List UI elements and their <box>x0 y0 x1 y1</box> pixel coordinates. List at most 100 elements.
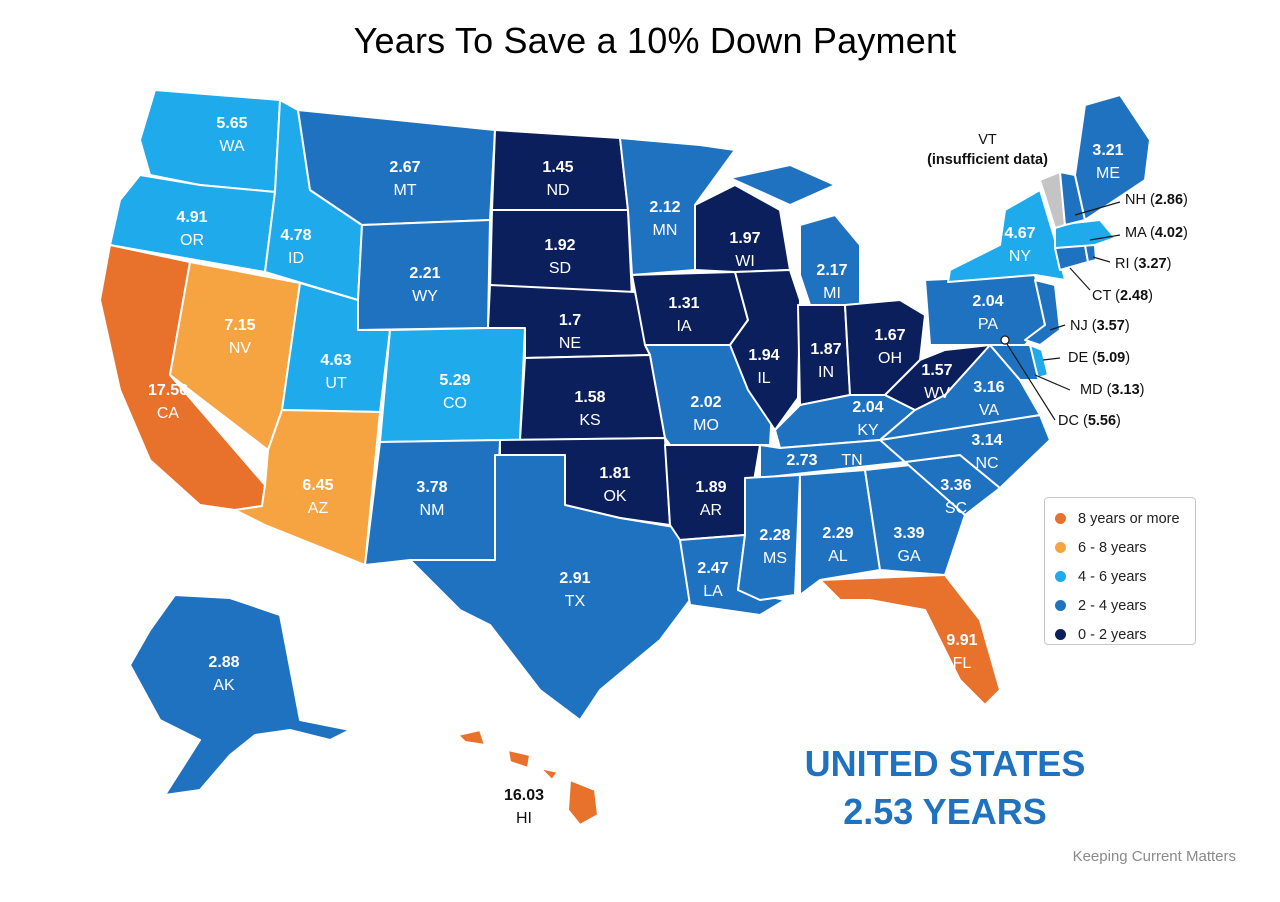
dc-code: DC <box>1058 413 1079 429</box>
state-code-ky: KY <box>857 422 879 439</box>
state-code-tx: TX <box>565 593 586 610</box>
state-code-pa: PA <box>978 316 998 333</box>
summary-line-2: 2.53 YEARS <box>843 791 1047 832</box>
state-value-ga: 3.39 <box>893 525 924 542</box>
state-value-wa: 5.65 <box>216 115 247 132</box>
legend-item: 0 - 2 years <box>1055 620 1195 649</box>
dc-value: 5.56 <box>1087 413 1117 429</box>
legend-swatch <box>1055 542 1066 553</box>
legend-swatch <box>1055 513 1066 524</box>
state-code-ok: OK <box>603 488 626 505</box>
state-value-ok: 1.81 <box>599 465 630 482</box>
state-code-ak: AK <box>213 677 235 694</box>
state-code-va: VA <box>979 402 999 419</box>
state-value-al: 2.29 <box>822 525 853 542</box>
legend-item: 4 - 6 years <box>1055 562 1195 591</box>
state-code-ut: UT <box>325 375 347 392</box>
state-value-va: 3.16 <box>973 379 1004 396</box>
nh-value: 2.86 <box>1154 192 1184 208</box>
state-tx <box>409 454 691 721</box>
ri-callout: RI (3.27) <box>1115 256 1172 272</box>
state-value-ks: 1.58 <box>574 389 605 406</box>
state-value-ar: 1.89 <box>695 479 726 496</box>
state-code-ny: NY <box>1009 248 1032 265</box>
dc-callout: DC (5.56) <box>1058 413 1121 429</box>
state-value-nc: 3.14 <box>971 432 1002 449</box>
state-code-la: LA <box>703 583 723 600</box>
legend-label: 0 - 2 years <box>1078 626 1147 643</box>
state-value-sd: 1.92 <box>544 237 575 254</box>
state-code-co: CO <box>443 395 467 412</box>
legend-label: 6 - 8 years <box>1078 539 1147 556</box>
state-code-wy: WY <box>412 288 438 305</box>
state-code-hi: HI <box>516 810 532 827</box>
state-mi-upper <box>729 164 836 206</box>
state-az <box>234 409 381 566</box>
nj-value: 3.57 <box>1096 318 1125 334</box>
state-value-or: 4.91 <box>176 209 207 226</box>
legend-item: 8 years or more <box>1055 504 1195 533</box>
state-value-il: 1.94 <box>748 347 779 364</box>
state-value-ky: 2.04 <box>852 399 883 416</box>
state-value-mn: 2.12 <box>649 199 680 216</box>
state-value-wv: 1.57 <box>921 362 952 379</box>
state-al <box>799 469 881 596</box>
state-code-wa: WA <box>219 138 245 155</box>
legend-item: 6 - 8 years <box>1055 533 1195 562</box>
state-code-nm: NM <box>420 502 445 519</box>
state-code-nv: NV <box>229 340 252 357</box>
state-value-ne: 1.7 <box>559 312 581 329</box>
state-code-mn: MN <box>653 222 678 239</box>
state-code-mo: MO <box>693 417 719 434</box>
nj-code: NJ <box>1070 318 1088 334</box>
state-value-tn: 2.73 <box>786 452 817 469</box>
state-code-sd: SD <box>549 260 571 277</box>
state-value-mt: 2.67 <box>389 159 420 176</box>
legend-swatch <box>1055 629 1066 640</box>
state-value-nm: 3.78 <box>416 479 447 496</box>
state-value-ia: 1.31 <box>668 295 699 312</box>
state-value-wy: 2.21 <box>409 265 440 282</box>
state-code-nd: ND <box>546 182 569 199</box>
state-fl <box>819 574 1001 706</box>
state-value-co: 5.29 <box>439 372 470 389</box>
state-ak <box>129 594 351 796</box>
source-credit: Keeping Current Matters <box>1072 848 1236 865</box>
state-code-al: AL <box>828 548 848 565</box>
state-wa <box>139 89 281 193</box>
state-value-la: 2.47 <box>697 560 728 577</box>
state-value-ny: 4.67 <box>1004 225 1035 242</box>
state-code-or: OR <box>180 232 204 249</box>
ri-code: RI <box>1115 256 1130 272</box>
state-de <box>1029 344 1049 379</box>
ri-value: 3.27 <box>1138 256 1167 272</box>
state-hi <box>567 779 599 826</box>
legend-swatch <box>1055 600 1066 611</box>
state-value-mi: 2.17 <box>816 262 847 279</box>
state-value-in: 1.87 <box>810 341 841 358</box>
state-code-ar: AR <box>700 502 722 519</box>
vt-callout: VT (insufficient data) <box>920 130 1055 170</box>
state-code-ca: CA <box>157 405 180 422</box>
state-value-id: 4.78 <box>280 227 311 244</box>
state-value-fl: 9.91 <box>946 632 977 649</box>
ma-code: MA <box>1125 225 1146 241</box>
de-value: 5.09 <box>1097 350 1126 366</box>
state-code-mt: MT <box>393 182 416 199</box>
us-summary: UNITED STATES 2.53 YEARS <box>790 740 1100 836</box>
state-code-me: ME <box>1096 165 1120 182</box>
de-code: DE <box>1068 350 1089 366</box>
state-code-ks: KS <box>579 412 600 429</box>
state-code-oh: OH <box>878 350 902 367</box>
ma-value: 4.02 <box>1154 225 1184 241</box>
state-hi-islands <box>457 729 559 781</box>
md-value: 3.13 <box>1111 382 1140 398</box>
legend-label: 2 - 4 years <box>1078 597 1147 614</box>
state-code-az: AZ <box>308 500 329 517</box>
state-code-id: ID <box>288 250 304 267</box>
de-callout: DE (5.09) <box>1068 350 1131 366</box>
state-value-oh: 1.67 <box>874 327 905 344</box>
state-value-ak: 2.88 <box>208 654 239 671</box>
state-value-mo: 2.02 <box>690 394 721 411</box>
